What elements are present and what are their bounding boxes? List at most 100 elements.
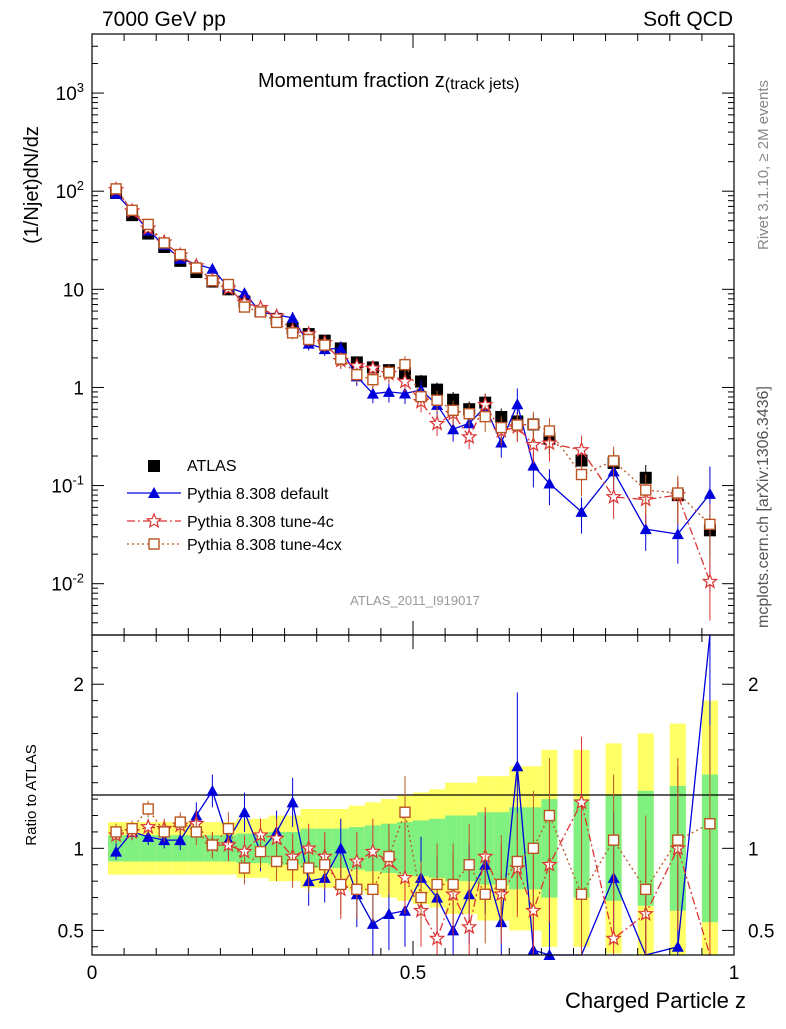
tune4c-ratio-point <box>525 902 542 918</box>
default-point <box>639 523 652 535</box>
default-ratio-point <box>382 907 395 919</box>
default-point <box>382 385 395 397</box>
tune4cx-ratio-line <box>115 807 711 899</box>
tune4cx-ratio-point <box>640 883 652 896</box>
tune4cx-ratio-point <box>142 803 154 815</box>
tune4c-point <box>428 415 446 431</box>
tune4cx-ratio-point <box>543 809 556 822</box>
tune4cx-ratio-point <box>704 818 716 830</box>
tune4cx-point <box>447 404 459 416</box>
tune4cx-point <box>302 333 315 346</box>
tune4cx-point <box>142 218 154 231</box>
default-ratio-point <box>238 806 251 818</box>
rivet-version-label: Rivet 3.1.10, ≥ 2M events <box>755 80 772 250</box>
tune4c-ratio-point <box>573 793 590 810</box>
tune4cx-point <box>527 418 540 431</box>
tune4cx-ratio-point <box>238 862 251 874</box>
tune4cx-point <box>158 237 170 249</box>
tune4cx-ratio-point <box>575 888 588 900</box>
tune4cx-point <box>543 425 556 437</box>
x-tick-label: 0.5 <box>400 963 426 984</box>
tune4cx-point <box>495 421 507 434</box>
default-point <box>671 528 684 540</box>
atlas-point <box>447 393 460 406</box>
legend-item-tune4c: Pythia 8.308 tune-4c <box>127 512 334 531</box>
mcplots-label: mcplots.cern.ch [arXiv:1306.3436] <box>755 386 772 628</box>
ratio-band-inner <box>124 835 141 862</box>
legend-item-atlas: ATLAS <box>148 458 237 475</box>
tune4cx-point <box>335 353 347 365</box>
tune4cx-ratio-point <box>126 822 138 835</box>
tune4cx-ratio-point <box>511 855 524 868</box>
y-tick-label: 10 <box>63 280 84 301</box>
legend-atlas-marker <box>148 460 160 472</box>
tune4c-ratio-point <box>460 918 478 935</box>
default-point <box>447 423 460 435</box>
tune4cx-ratio-point <box>431 878 443 891</box>
main-series-layer <box>107 181 719 621</box>
x-tick-label: 1 <box>729 963 740 984</box>
tune4cx-ratio-point <box>110 826 122 838</box>
legend-item-default: Pythia 8.308 default <box>127 486 329 503</box>
legend-default-marker <box>148 487 160 498</box>
tune4cx-ratio-point <box>351 883 363 896</box>
tune4cx-point <box>254 306 267 318</box>
tune4cx-ratio-point <box>367 883 379 896</box>
tune4cx-ratio-point <box>254 845 267 858</box>
default-ratio-point <box>671 940 684 952</box>
plot-title-sub: (track jets) <box>445 76 520 93</box>
tune4cx-ratio-point <box>399 806 411 818</box>
tune4cx-point <box>640 484 652 496</box>
tune4cx-point <box>431 394 443 406</box>
tune4cx-ratio-point <box>447 878 459 891</box>
tune4cx-point <box>704 518 716 531</box>
legend-tune4c-marker <box>145 512 163 529</box>
ratio-tick-label-left: 1 <box>73 839 84 860</box>
y-tick-label: 1 <box>73 378 84 399</box>
tune4cx-ratio-point <box>222 822 235 835</box>
y-tick-label: 10-1 <box>51 473 84 498</box>
legend-tune4cx-marker <box>148 538 160 550</box>
tune4cx-ratio-point <box>672 834 684 846</box>
default-point <box>703 487 716 499</box>
tune4c-point <box>573 441 590 458</box>
tune4cx-ratio-point <box>302 862 315 874</box>
tune4cx-ratio-point <box>319 859 331 871</box>
tune4cx-ratio-point <box>335 878 347 891</box>
tune4cx-ratio-point <box>463 859 475 871</box>
ratio-tick-label-left: 2 <box>73 675 84 696</box>
legend-atlas-label: ATLAS <box>187 458 237 475</box>
legend-tune4cx-label: Pythia 8.308 tune-4cx <box>187 537 342 554</box>
tune4cx-ratio-point <box>286 859 299 871</box>
default-ratio-point <box>206 784 219 796</box>
tune4cx-ratio-point <box>607 834 620 846</box>
ratio-axes-layer: 0.5 0.5 1 1 2 2 <box>58 650 774 948</box>
tune4cx-ratio-point <box>527 842 540 855</box>
x-axis-layer: 0 0.5 1 <box>87 34 740 984</box>
default-point <box>527 459 540 471</box>
x-tick-label: 0 <box>87 963 98 984</box>
tune4cx-point <box>672 487 684 499</box>
tune4c-ratio-point <box>605 929 622 946</box>
tune4cx-ratio-point <box>383 850 395 863</box>
tune4cx-point <box>222 278 235 291</box>
atlas-point <box>431 383 444 396</box>
tune4c-ratio-point <box>396 869 414 885</box>
ratio-tick-label-right: 1 <box>748 839 759 860</box>
header-left: 7000 GeV pp <box>102 8 226 31</box>
tune4cx-ratio-point <box>270 855 283 868</box>
ratio-tick-label-right: 2 <box>748 675 759 696</box>
tune4cx-point <box>126 204 138 217</box>
tune4cx-point <box>319 339 331 351</box>
plot-title-main: Momentum fraction z <box>258 70 445 92</box>
tune4cx-point <box>367 373 379 386</box>
plot-title: Momentum fraction z(track jets) <box>258 70 519 93</box>
default-point <box>543 477 556 489</box>
tune4cx-point <box>286 327 299 339</box>
y-tick-label: 102 <box>56 178 84 203</box>
tune4c-point <box>605 488 622 504</box>
ratio-tick-label-right: 0.5 <box>748 921 774 942</box>
default-ratio-point <box>142 830 155 842</box>
tune4cx-point <box>351 368 363 381</box>
